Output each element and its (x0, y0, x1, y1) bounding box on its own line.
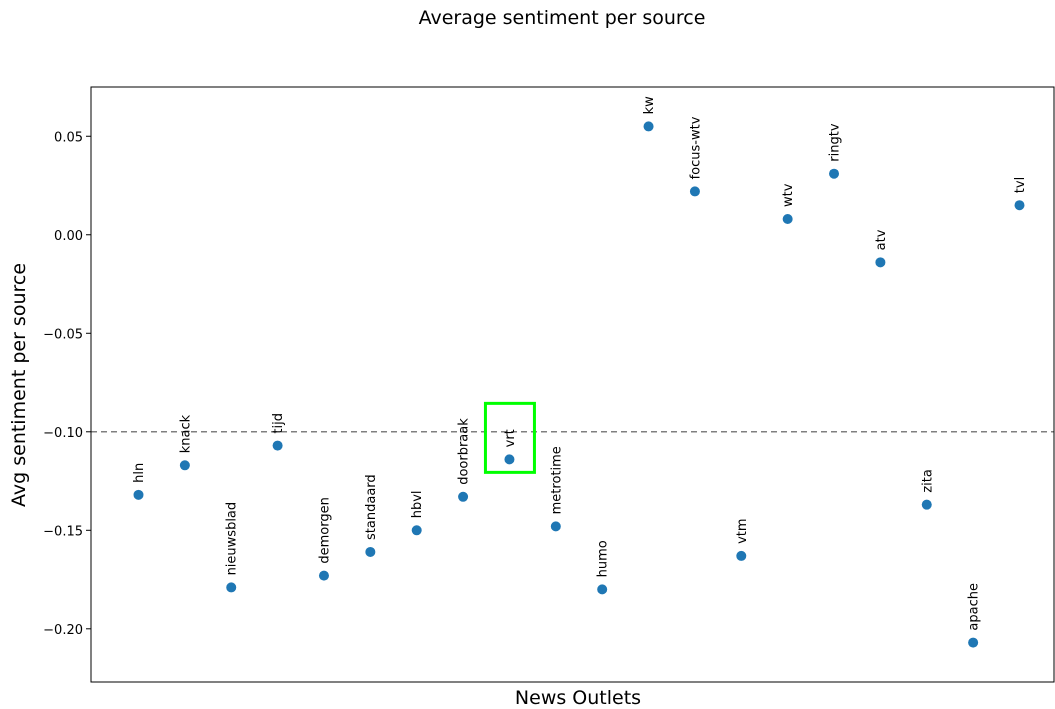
data-points (133, 121, 1025, 648)
point-label-tijd: tijd (271, 413, 286, 434)
point-label-humo: humo (596, 540, 611, 577)
point-label-vrt: vrt (503, 429, 518, 447)
point-label-demorgen: demorgen (317, 497, 332, 563)
point-label-focus-wtv: focus-wtv (688, 116, 703, 179)
point-label-nieuwsblad: nieuwsblad (225, 502, 240, 576)
y-tick-label: −0.20 (43, 623, 83, 638)
data-point-knack (179, 460, 190, 471)
data-point-humo (597, 584, 608, 595)
data-point-ringtv (829, 168, 840, 179)
data-point-zita (921, 499, 932, 510)
point-label-hbvl: hbvl (410, 490, 425, 518)
y-tick-label: 0.00 (54, 229, 83, 244)
point-labels: hln knack nieuwsblad tijd demorgen standaard h… (132, 96, 1028, 631)
y-tick-label: −0.15 (43, 524, 83, 539)
point-label-kw: kw (642, 96, 657, 115)
data-point-apache (968, 637, 979, 648)
point-label-knack: knack (178, 414, 193, 453)
point-label-atv: atv (874, 229, 889, 250)
data-point-nieuwsblad (226, 582, 237, 593)
data-point-focus-wtv (689, 186, 700, 197)
point-label-doorbraak: doorbraak (457, 418, 472, 485)
data-point-hln (133, 489, 144, 500)
point-label-wtv: wtv (781, 183, 796, 207)
data-point-metrotime (550, 521, 561, 532)
y-tick-label: −0.10 (43, 426, 83, 441)
data-point-standaard (365, 546, 376, 557)
point-label-zita: zita (920, 469, 935, 493)
highlight-group (483, 401, 536, 474)
point-label-ringtv: ringtv (828, 123, 843, 162)
data-point-hbvl (411, 525, 422, 536)
point-label-apache: apache (967, 583, 982, 631)
plot-frame (90, 86, 1055, 683)
y-axis-label: Avg sentiment per source (8, 263, 30, 507)
y-tick-label: −0.05 (43, 327, 83, 342)
y-tick-label: 0.05 (54, 130, 83, 145)
point-label-hln: hln (132, 463, 147, 483)
data-point-tijd (272, 440, 283, 451)
data-point-wtv (782, 214, 793, 225)
chart-title: Average sentiment per source (419, 7, 706, 29)
data-point-vtm (736, 550, 747, 561)
y-axis: 0.05 0.00 −0.05 −0.10 −0.15 −0.20 (43, 130, 91, 638)
data-point-kw (643, 121, 654, 132)
data-point-tvl (1014, 200, 1025, 211)
point-label-tvl: tvl (1013, 177, 1028, 193)
data-point-demorgen (318, 570, 329, 581)
data-point-vrt (504, 454, 515, 465)
highlight-box (483, 401, 536, 474)
point-label-vtm: vtm (735, 518, 750, 543)
data-point-atv (875, 257, 886, 268)
x-axis-label: News Outlets (515, 687, 641, 709)
point-label-standaard: standaard (364, 474, 379, 540)
point-label-metrotime: metrotime (549, 446, 564, 514)
data-point-doorbraak (458, 491, 469, 502)
